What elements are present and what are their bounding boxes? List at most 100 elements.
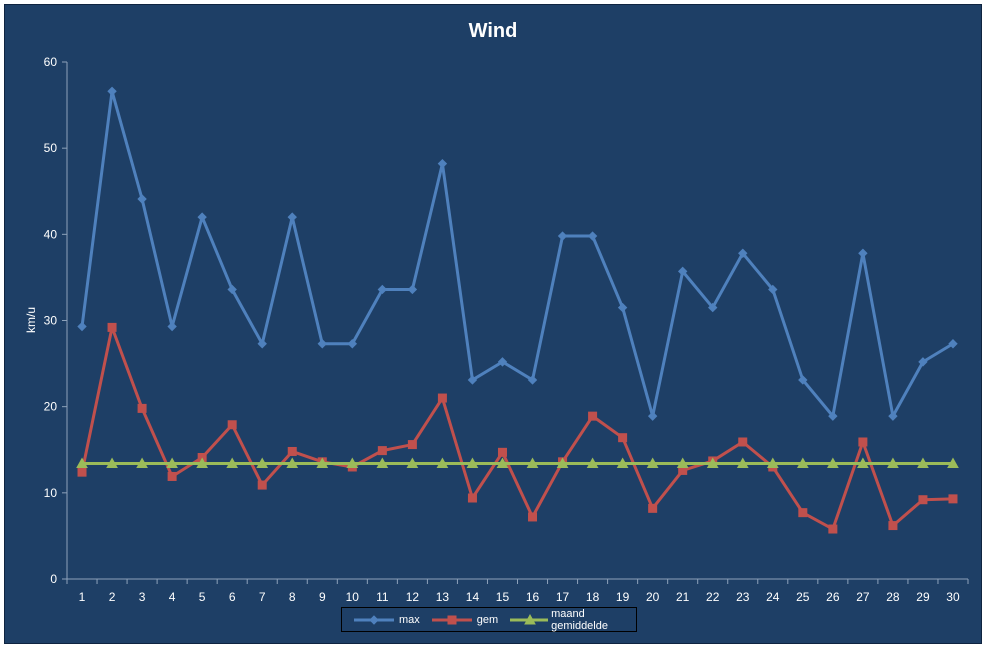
series-line-max <box>80 89 954 418</box>
data-point-maand-gemiddelde <box>226 457 239 469</box>
x-tick-label: 27 <box>856 590 870 604</box>
data-point-max <box>167 321 177 332</box>
series-gem <box>77 322 958 534</box>
data-point-gem <box>918 495 928 505</box>
data-point-max <box>828 411 838 421</box>
data-point-maand-gemiddelde <box>887 457 899 469</box>
data-point-gem <box>437 393 447 403</box>
y-axis-title: km/u <box>24 307 38 333</box>
data-point-maand-gemiddelde <box>827 457 839 469</box>
data-point-maand-gemiddelde <box>406 457 419 469</box>
data-point-max <box>347 339 358 349</box>
data-point-maand-gemiddelde <box>676 457 689 469</box>
x-tick-label: 11 <box>376 590 389 604</box>
data-point-max <box>617 302 628 313</box>
series-line-gem <box>80 325 954 531</box>
data-point-maand-gemiddelde <box>526 457 539 469</box>
x-tick-label: 23 <box>736 590 750 604</box>
x-tick-label: 19 <box>616 590 630 604</box>
data-point-max <box>407 284 418 295</box>
x-tick-label: 1 <box>79 590 86 604</box>
chart-area <box>4 4 982 644</box>
data-point-maand-gemiddelde <box>466 457 479 469</box>
data-point-gem <box>497 447 507 457</box>
data-point-maand-gemiddelde <box>166 457 178 469</box>
x-tick-label: 26 <box>826 590 840 604</box>
legend-swatch-marker <box>524 613 537 624</box>
x-tick-label: 15 <box>496 590 510 604</box>
x-tick-label: 21 <box>676 590 690 604</box>
data-point-maand-gemiddelde <box>646 457 659 469</box>
data-point-maand-gemiddelde <box>947 457 959 469</box>
data-point-max <box>858 248 868 258</box>
legend-label: max <box>399 613 420 626</box>
data-point-gem <box>618 433 628 443</box>
x-tick-label: 2 <box>109 590 116 604</box>
data-point-gem <box>77 467 87 477</box>
data-point-gem <box>227 420 237 430</box>
legend-swatch <box>510 613 549 624</box>
data-point-max <box>557 231 568 241</box>
data-point-gem <box>948 494 958 504</box>
data-point-gem <box>167 471 177 481</box>
data-point-gem <box>407 440 417 450</box>
x-tick-label: 3 <box>139 590 146 604</box>
data-point-maand-gemiddelde <box>736 457 749 469</box>
data-point-maand-gemiddelde <box>316 457 329 469</box>
legend-swatch-marker <box>447 615 457 624</box>
data-point-maand-gemiddelde <box>616 457 629 469</box>
legend-item-max: max <box>352 614 420 626</box>
data-point-maand-gemiddelde <box>376 457 389 469</box>
data-point-gem <box>137 403 147 413</box>
x-tick-label: 9 <box>319 590 326 604</box>
y-tick-label: 10 <box>44 486 58 500</box>
x-tick-label: 12 <box>406 590 420 604</box>
x-tick-label: 22 <box>706 590 720 604</box>
data-point-maand-gemiddelde <box>766 457 779 469</box>
legend-item-maand-gemiddelde: maand gemiddelde <box>508 608 636 632</box>
series-layer <box>76 86 959 534</box>
data-point-max <box>137 194 147 204</box>
data-point-gem <box>467 493 477 503</box>
y-tick-label: 20 <box>44 400 58 414</box>
data-point-gem <box>828 524 838 534</box>
data-point-max <box>257 339 267 349</box>
legend-label: gem <box>476 613 499 626</box>
data-point-max <box>677 266 688 277</box>
x-tick-label: 18 <box>586 590 600 604</box>
x-tick-label: 7 <box>259 590 266 604</box>
data-point-gem <box>738 437 748 447</box>
x-tick-label: 13 <box>436 590 450 604</box>
x-tick-label: 10 <box>346 590 360 604</box>
series-max <box>77 86 958 421</box>
data-point-max <box>768 284 778 295</box>
data-point-max <box>918 357 928 367</box>
data-point-gem <box>287 446 297 456</box>
data-point-max <box>107 86 117 97</box>
data-point-maand-gemiddelde <box>286 457 299 469</box>
data-point-max <box>527 375 538 385</box>
x-tick-label: 24 <box>766 590 780 604</box>
data-point-maand-gemiddelde <box>196 457 208 469</box>
data-point-gem <box>798 508 808 518</box>
x-tick-label: 29 <box>916 590 930 604</box>
data-point-gem <box>888 521 898 531</box>
data-point-gem <box>107 322 117 332</box>
data-point-gem <box>648 503 658 513</box>
data-point-max <box>377 284 388 295</box>
data-point-max <box>437 158 448 169</box>
x-tick-label: 4 <box>169 590 176 604</box>
x-tick-label: 16 <box>526 590 540 604</box>
data-point-maand-gemiddelde <box>346 457 359 469</box>
data-point-gem <box>588 411 598 421</box>
x-tick-label: 28 <box>886 590 900 604</box>
data-point-max <box>798 375 808 385</box>
x-tick-label: 20 <box>646 590 660 604</box>
data-point-max <box>497 357 508 367</box>
y-tick-label: 50 <box>44 141 58 155</box>
y-tick-label: 30 <box>44 314 58 328</box>
data-point-max <box>227 284 237 295</box>
data-point-max <box>948 339 958 349</box>
data-point-maand-gemiddelde <box>136 457 148 469</box>
